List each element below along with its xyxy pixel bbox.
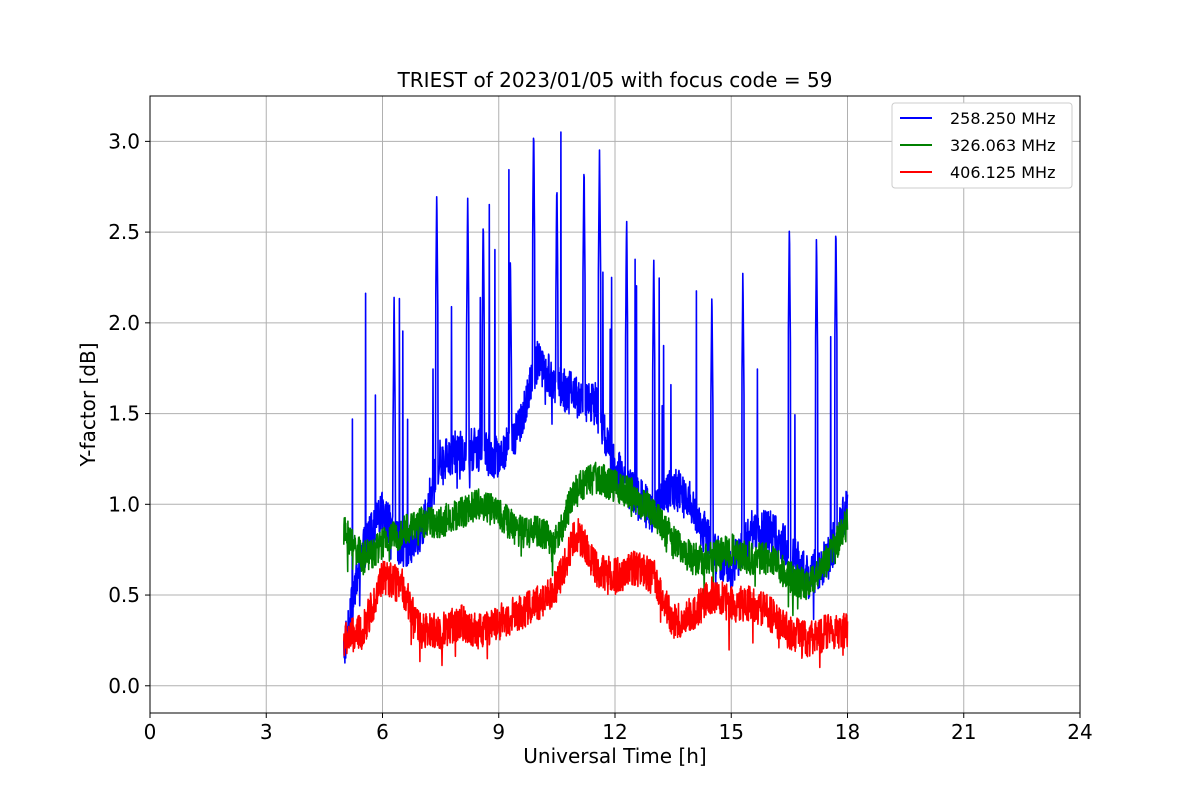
y-tick-label: 0.5 xyxy=(108,583,140,607)
legend-label-326: 326.063 MHz xyxy=(950,136,1055,155)
y-axis-label: Y-factor [dB] xyxy=(76,342,100,467)
legend-label-406: 406.125 MHz xyxy=(950,163,1055,182)
x-tick-label: 0 xyxy=(144,720,157,744)
y-tick-label: 3.0 xyxy=(108,129,140,153)
x-axis-ticks: 0 3 6 9 12 15 18 21 24 xyxy=(144,713,1093,744)
legend-box xyxy=(891,102,1073,189)
x-tick-label: 18 xyxy=(835,720,860,744)
series-line-2 xyxy=(343,518,849,669)
legend: 258.250 MHz 326.063 MHz 406.125 MHz xyxy=(891,102,1073,189)
y-tick-label: 2.5 xyxy=(108,220,140,244)
y-tick-label: 2.0 xyxy=(108,311,140,335)
x-tick-label: 15 xyxy=(719,720,744,744)
x-tick-label: 12 xyxy=(602,720,627,744)
x-tick-label: 9 xyxy=(492,720,505,744)
y-tick-label: 1.5 xyxy=(108,402,140,426)
x-axis-label: Universal Time [h] xyxy=(523,744,706,768)
y-tick-label: 1.0 xyxy=(108,492,140,516)
x-tick-label: 3 xyxy=(260,720,273,744)
x-tick-label: 21 xyxy=(951,720,976,744)
x-tick-label: 24 xyxy=(1067,720,1092,744)
y-tick-label: 0.0 xyxy=(108,674,140,698)
chart-title: TRIEST of 2023/01/05 with focus code = 5… xyxy=(397,68,833,92)
series-layer xyxy=(343,131,849,669)
legend-label-258: 258.250 MHz xyxy=(950,109,1055,128)
y-axis-ticks: 0.0 0.5 1.0 1.5 2.0 2.5 3.0 xyxy=(108,129,150,698)
x-tick-label: 6 xyxy=(376,720,389,744)
series-line-1 xyxy=(343,461,849,617)
